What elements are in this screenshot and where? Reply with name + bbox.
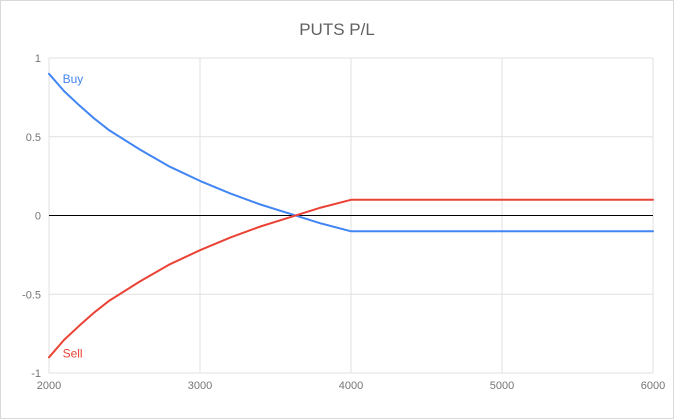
x-tick-label: 4000 <box>339 380 363 392</box>
y-tick-label: 0 <box>35 211 41 223</box>
series-line-buy <box>48 72 654 233</box>
x-tick-label: 3000 <box>188 380 212 392</box>
series-lines <box>48 72 654 359</box>
x-tick-label: 6000 <box>641 380 665 392</box>
x-tick-label: 2000 <box>37 380 61 392</box>
x-tick-label: 5000 <box>490 380 514 392</box>
series-label-buy: Buy <box>63 72 84 86</box>
series-label-sell: Sell <box>63 346 83 360</box>
y-tick-label: -0.5 <box>22 289 41 301</box>
y-tick-label: -1 <box>31 368 41 380</box>
y-tick-label: 1 <box>35 53 41 65</box>
series-labels: Buy Sell <box>63 72 84 360</box>
y-tick-label: 0.5 <box>26 132 41 144</box>
series-line-sell <box>48 198 654 359</box>
chart-title: PUTS P/L <box>299 20 375 39</box>
